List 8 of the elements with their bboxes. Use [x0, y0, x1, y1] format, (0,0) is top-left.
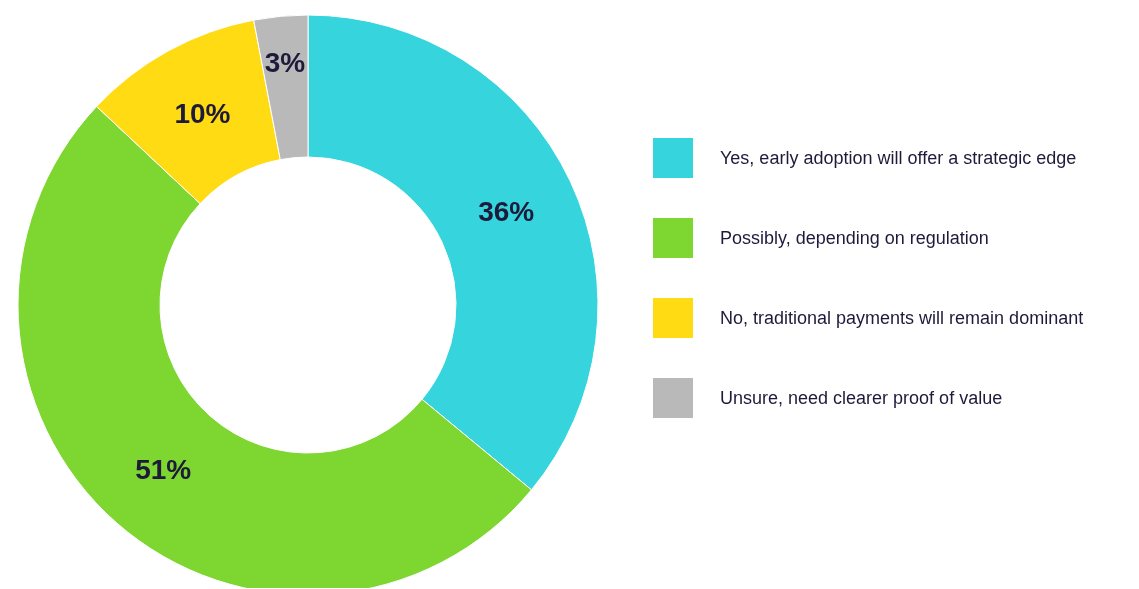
data-label: 51% [135, 453, 192, 485]
legend-label: Yes, early adoption will offer a strategic edge [720, 147, 1077, 168]
legend-label: Unsure, need clearer proof of value [720, 387, 1003, 408]
data-label: 36% [478, 196, 535, 228]
legend-label: Possibly, depending on regulation [720, 227, 989, 248]
data-label: 10% [174, 97, 231, 129]
legend-label: No, traditional payments will remain dominant [720, 307, 1084, 328]
data-label: 3% [264, 46, 306, 78]
